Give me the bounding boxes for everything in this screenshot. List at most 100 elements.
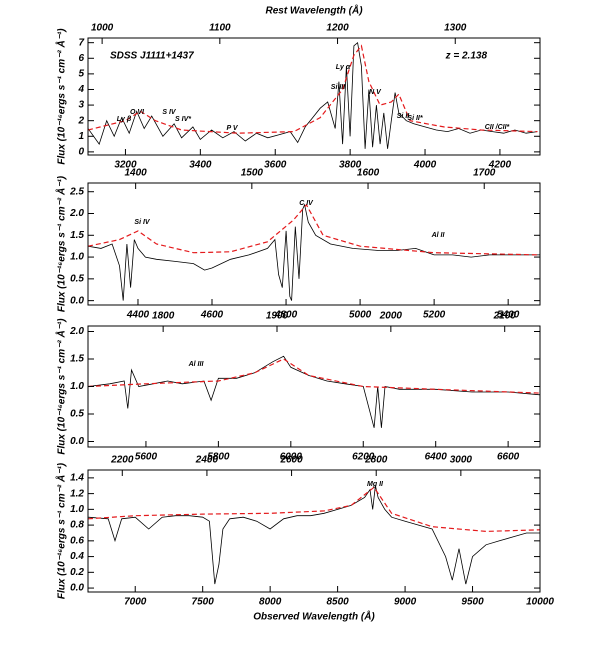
plot-frame: [87, 469, 541, 593]
spectrum: [88, 485, 540, 585]
annotation: Si IV: [134, 219, 151, 226]
annotation: Al III: [188, 361, 205, 368]
x-tick-label: 4200: [488, 160, 512, 171]
y-tick-label: 0.6: [70, 535, 84, 546]
x-tick-label: 7500: [192, 597, 215, 608]
plot-frame: [87, 325, 541, 448]
y-axis-label: Flux (10⁻¹⁶ergs s⁻¹ cm⁻² Å⁻¹): [55, 175, 68, 312]
y-tick-label: 1.0: [70, 381, 84, 392]
x2-tick-label: 1500: [241, 168, 264, 179]
annotation: Ly β: [117, 116, 132, 123]
x-tick-label: 7000: [124, 597, 147, 608]
spectrum: [88, 203, 540, 301]
x2-tick-label: 3000: [450, 455, 473, 466]
annotation: SDSS J1111+1437: [110, 51, 194, 62]
x-tick-label: 6400: [425, 452, 448, 463]
y-tick-label: 1.2: [70, 488, 84, 499]
y-tick-label: 6: [78, 53, 84, 64]
y-tick-label: 0.2: [70, 567, 84, 578]
y-tick-label: 2.5: [69, 186, 84, 197]
x2-tick-label: 1200: [326, 23, 349, 34]
annotation: Mg II: [367, 481, 384, 488]
annotation: CII /CII*: [485, 124, 510, 131]
x2-tick-label: 2000: [379, 311, 403, 322]
x2-tick-label: 2100: [493, 311, 517, 322]
annotation: P V: [226, 125, 238, 132]
x2-tick-label: 1300: [444, 23, 467, 34]
continuum-fit: [88, 203, 540, 256]
x-tick-label: 5000: [349, 310, 372, 321]
y-tick-label: 0.0: [70, 583, 84, 594]
y-axis-label: Flux (10⁻¹⁶ergs s⁻¹ cm⁻² Å⁻¹): [55, 28, 68, 165]
y-axis-label: Flux (10⁻¹⁶ergs s⁻¹ cm⁻² Å⁻¹): [55, 462, 68, 599]
y-tick-label: 0.5: [70, 273, 84, 284]
y-tick-label: 2.0: [69, 326, 84, 337]
x-tick-label: 10000: [526, 597, 554, 608]
annotation: Si III: [331, 84, 346, 91]
spectrum: [88, 355, 540, 428]
x-tick-label: 4600: [200, 310, 224, 321]
panel: 7000 7500 8000 8500 9000 9500 10000 2200 2400 260…: [55, 455, 555, 623]
x2-tick-label: 1100: [209, 23, 231, 34]
annotation: z = 2.138: [445, 51, 488, 62]
annotation: O VI: [130, 109, 145, 116]
y-tick-label: 0.5: [70, 409, 84, 420]
y-tick-label: 2: [77, 115, 84, 126]
y-tick-label: 4: [77, 84, 84, 95]
x-axis-label: Observed Wavelength (Å): [253, 610, 375, 623]
x2-tick-label: 2200: [110, 455, 134, 466]
x2-tick-label: 1600: [357, 168, 380, 179]
x-tick-label: 8000: [259, 597, 282, 608]
annotation: C IV: [299, 200, 314, 207]
x2-axis-label: Rest Wavelength (Å): [265, 4, 363, 17]
x-tick-label: 4400: [126, 310, 150, 321]
annotation: S IV: [162, 109, 177, 116]
continuum-fit: [88, 358, 540, 394]
x-tick-label: 4000: [413, 160, 437, 171]
x-tick-label: 5600: [135, 452, 158, 463]
annotation: Si II*: [407, 115, 422, 122]
x-tick-label: 6200: [352, 452, 375, 463]
x-tick-label: 6600: [497, 452, 520, 463]
y-tick-label: 0.0: [70, 436, 84, 447]
y-tick-label: 1.0: [70, 504, 84, 515]
annotation: Al II: [431, 232, 446, 239]
annotation: Si II: [397, 113, 411, 120]
x-tick-label: 3800: [339, 160, 362, 171]
annotation: S IV*: [175, 116, 191, 123]
x2-tick-label: 1700: [473, 168, 496, 179]
annotation: Ly α: [336, 64, 351, 71]
x-tick-label: 5400: [497, 310, 520, 321]
x2-tick-label: 2400: [195, 455, 219, 466]
x-tick-label: 4800: [274, 310, 298, 321]
y-tick-label: 1.0: [70, 252, 84, 263]
y-tick-label: 1.5: [70, 354, 84, 365]
continuum-fit: [88, 44, 538, 134]
panel: 5600 5800 6000 6200 6400 6600 1800 1900 2000 2100…: [55, 311, 541, 463]
y-axis-label: Flux (10⁻¹⁶ergs s⁻¹ cm⁻² Å⁻¹): [55, 318, 68, 455]
y-tick-label: 2.0: [69, 208, 84, 219]
x-tick-label: 3400: [189, 160, 212, 171]
x2-tick-label: 2800: [364, 455, 388, 466]
panel: 3200 3400 3600 3800 4000 4200 1000 1100 1200 1300…: [55, 4, 541, 171]
spectrum: [88, 41, 538, 149]
y-tick-label: 0.0: [70, 295, 84, 306]
y-tick-label: 0.4: [70, 551, 84, 562]
x2-tick-label: 1900: [266, 311, 289, 322]
x-tick-label: 3600: [264, 160, 287, 171]
continuum-fit: [88, 486, 540, 533]
x-tick-label: 9000: [394, 597, 417, 608]
x2-tick-label: 1400: [125, 168, 148, 179]
x-tick-label: 5800: [207, 452, 230, 463]
x-tick-label: 6000: [280, 452, 303, 463]
x-tick-label: 3200: [114, 160, 137, 171]
annotation: N V: [369, 89, 382, 96]
plot-frame: [87, 37, 541, 156]
y-tick-label: 1.4: [70, 473, 84, 484]
y-tick-label: 1.5: [70, 230, 84, 241]
y-tick-label: 0: [78, 147, 84, 158]
y-tick-label: 7: [78, 37, 84, 48]
x2-tick-label: 2600: [279, 455, 303, 466]
y-tick-label: 3: [78, 100, 84, 111]
panel: 4400 4600 4800 5000 5200 5400 1400 1500 1600 1700…: [55, 168, 541, 321]
